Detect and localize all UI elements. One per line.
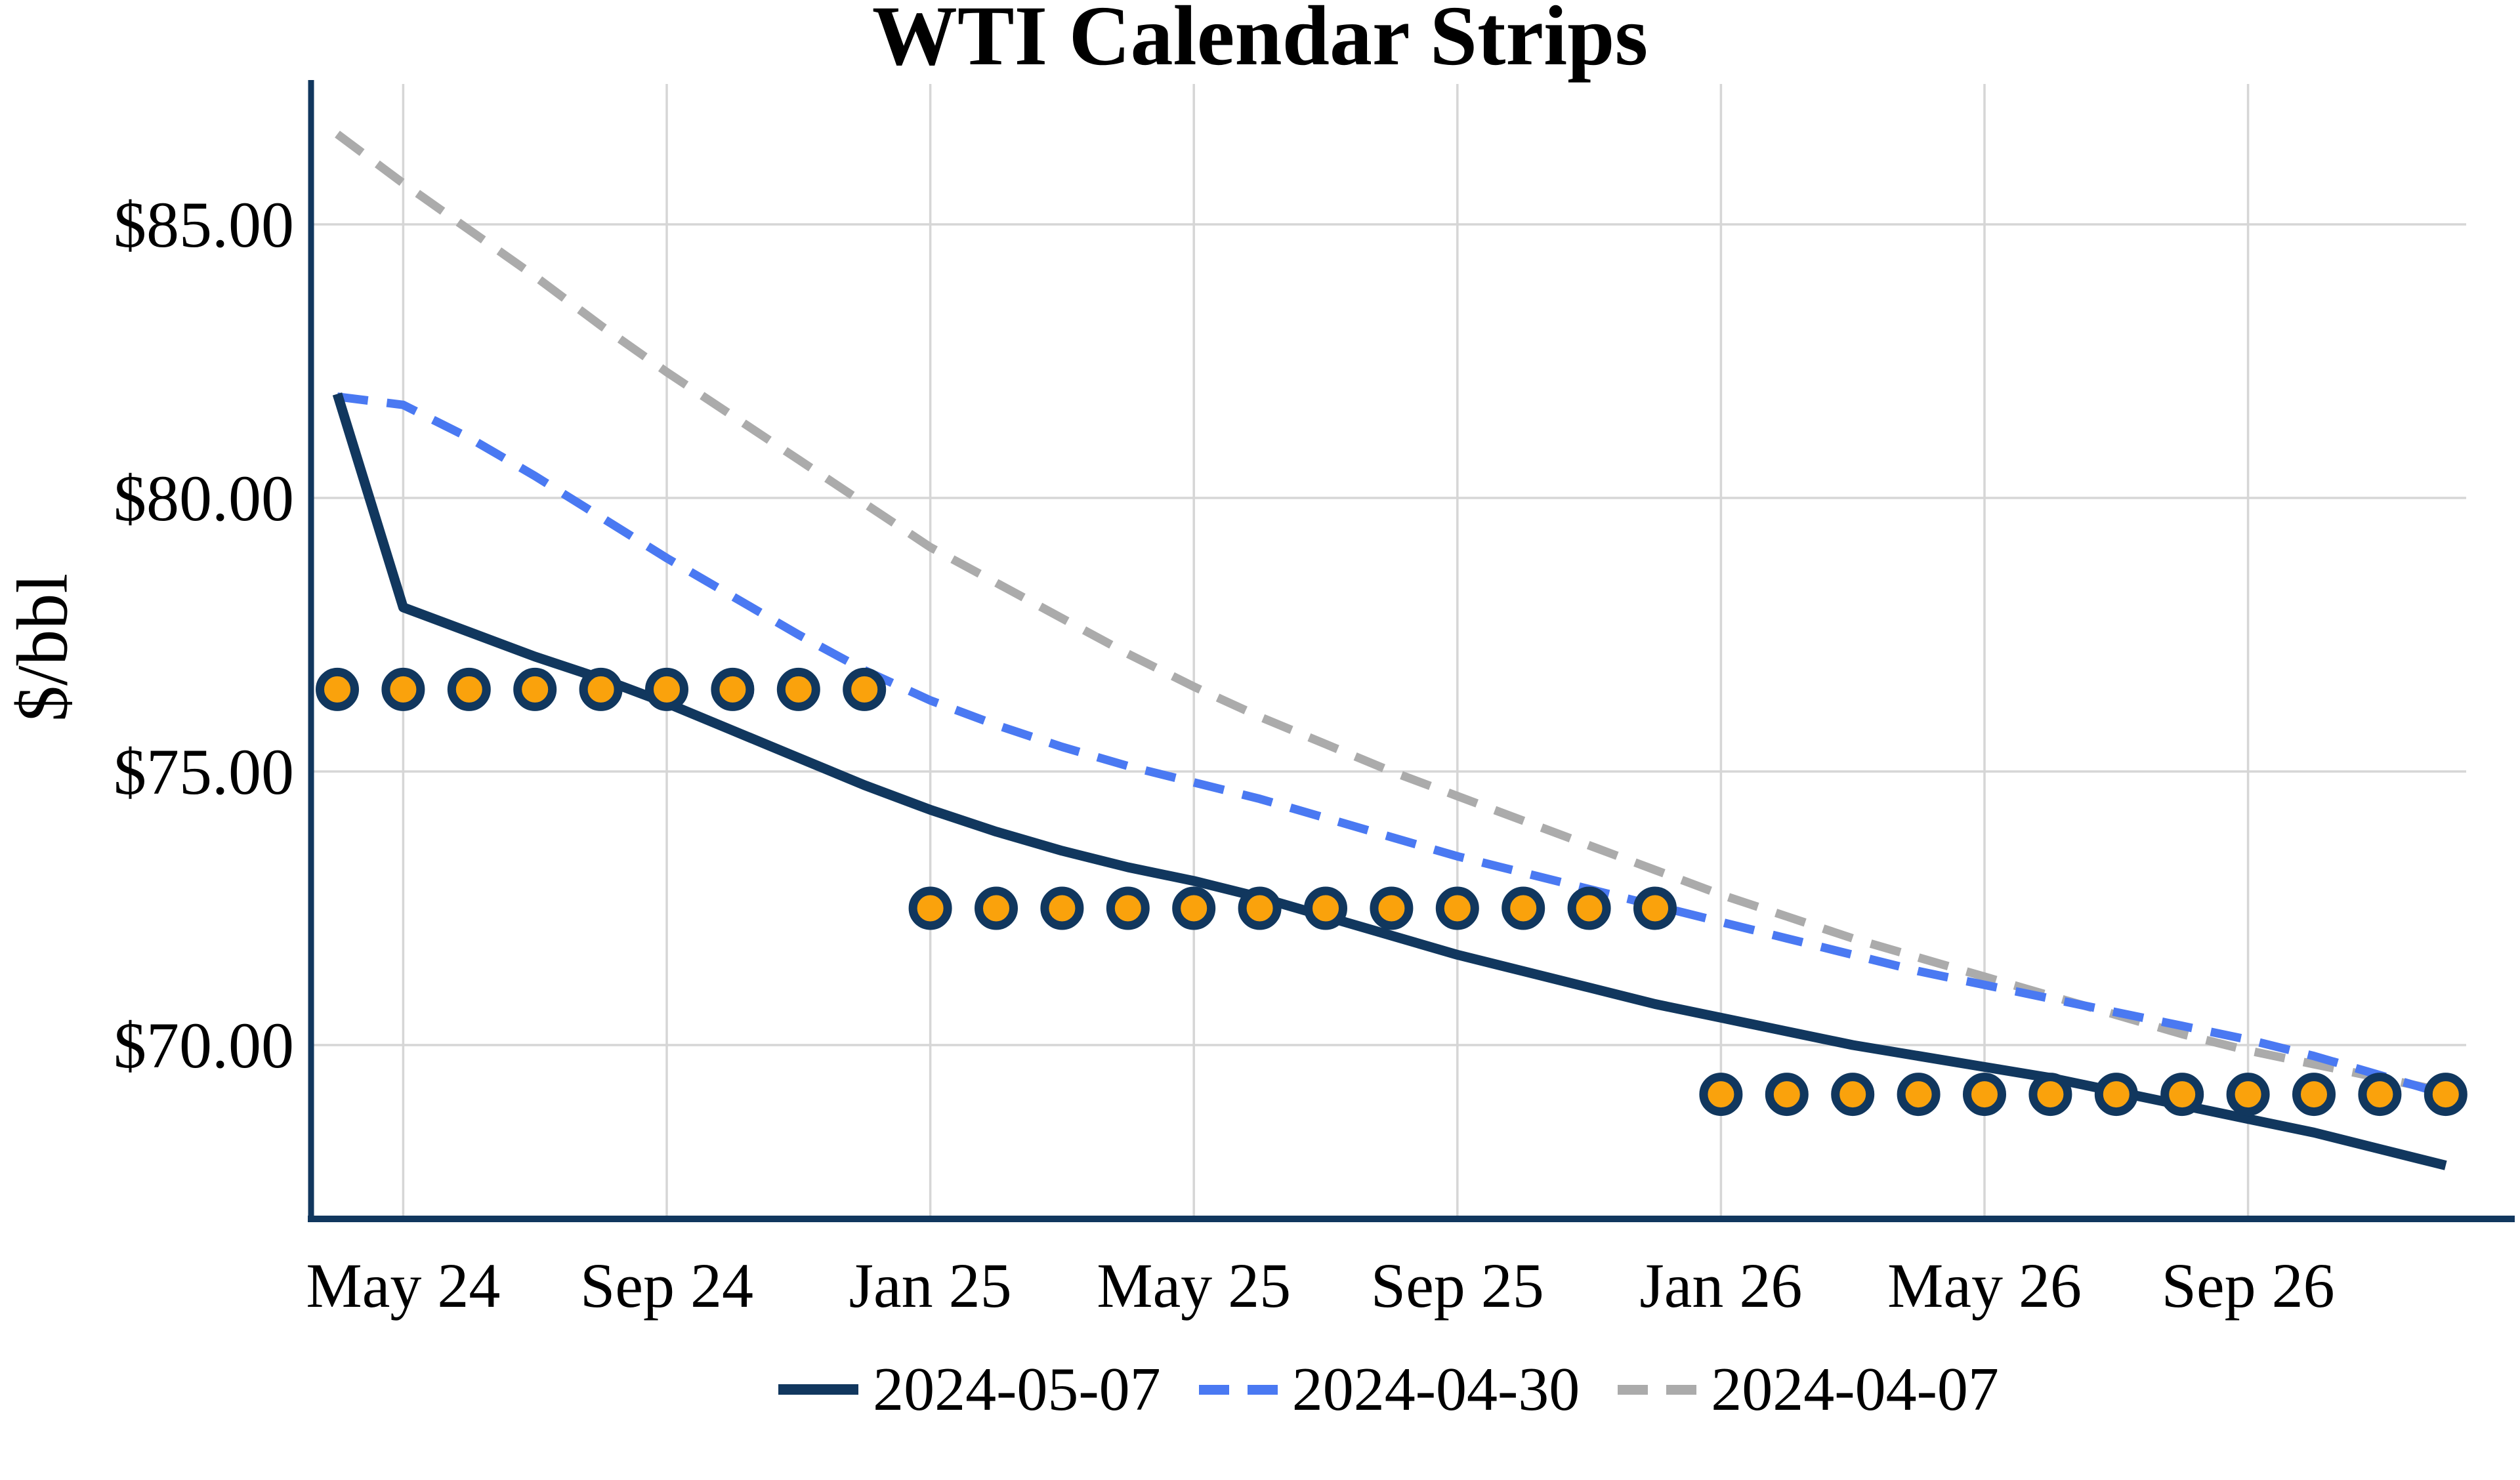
strip-marker [1831,1073,1875,1117]
strip-marker [776,667,820,711]
x-tick-label: May 24 [306,1250,500,1321]
strip-marker [2028,1073,2072,1117]
strip-marker [1238,886,1282,930]
strip-marker [843,667,887,711]
strip-marker [1304,886,1347,930]
strip-marker [1699,1073,1743,1117]
x-tick-label: May 25 [1097,1250,1291,1321]
strip-marker [908,886,952,930]
y-tick-label: $80.00 [114,462,294,535]
strip-marker [2424,1073,2468,1117]
legend-dash [1618,1384,1648,1395]
strip-marker [2160,1073,2204,1117]
strip-marker [1567,886,1611,930]
strip-marker [1963,1073,2006,1117]
strip-marker [1502,886,1545,930]
strip-marker [1765,1073,1809,1117]
strip-marker [513,667,557,711]
legend-swatch-dashed-line [1618,1384,1697,1395]
x-tick-label: May 26 [1887,1250,2082,1321]
strip-marker [2094,1073,2138,1117]
y-tick-label: $85.00 [114,188,294,261]
y-tick-label: $75.00 [114,735,294,808]
strip-marker [645,667,688,711]
x-tick-label: Sep 24 [580,1250,753,1321]
strip-marker [381,667,425,711]
legend: 2024-05-07 2024-04-30 2024-04-07 [311,1353,2466,1426]
strip-marker [1435,886,1479,930]
strip-marker [975,886,1018,930]
x-tick-label: Jan 25 [849,1250,1012,1321]
strip-marker [579,667,623,711]
strip-marker [316,667,359,711]
legend-item-2024-04-07: 2024-04-07 [1618,1359,1999,1420]
strip-marker [2292,1073,2336,1117]
legend-dash [1666,1384,1697,1395]
legend-label: 2024-05-07 [873,1355,1161,1424]
legend-label: 2024-04-30 [1292,1355,1580,1424]
strip-marker [711,667,755,711]
series-line-2024-04-07 [335,131,2447,1096]
y-axis-title: $/bbl [2,573,83,722]
series-line-2024-05-07 [332,392,2447,1170]
strip-marker [1172,886,1216,930]
legend-dash [1198,1384,1229,1395]
legend-label: 2024-04-07 [1711,1355,1999,1424]
legend-swatch-solid-line [778,1384,859,1395]
strip-marker [2226,1073,2270,1117]
legend-item-2024-04-30: 2024-04-30 [1198,1355,1580,1424]
strip-marker [1633,886,1677,930]
strip-marker [1106,886,1150,930]
strip-marker [1370,886,1414,930]
legend-item-2024-05-07: 2024-05-07 [778,1359,1161,1420]
x-tick-label: Sep 26 [2162,1250,2335,1321]
x-tick-label: Jan 26 [1639,1250,1802,1321]
y-tick-label: $70.00 [114,1009,294,1082]
legend-dash [1247,1384,1278,1395]
chart-title: WTI Calendar Strips [872,0,1648,83]
legend-swatch-dashed-line [1198,1384,1278,1395]
strip-marker [447,667,491,711]
strip-marker [1897,1073,1941,1117]
series-line-2024-04-30 [337,392,2447,1099]
strip-marker [1040,886,1084,930]
strip-marker [2358,1073,2402,1117]
x-tick-label: Sep 25 [1371,1250,1544,1321]
